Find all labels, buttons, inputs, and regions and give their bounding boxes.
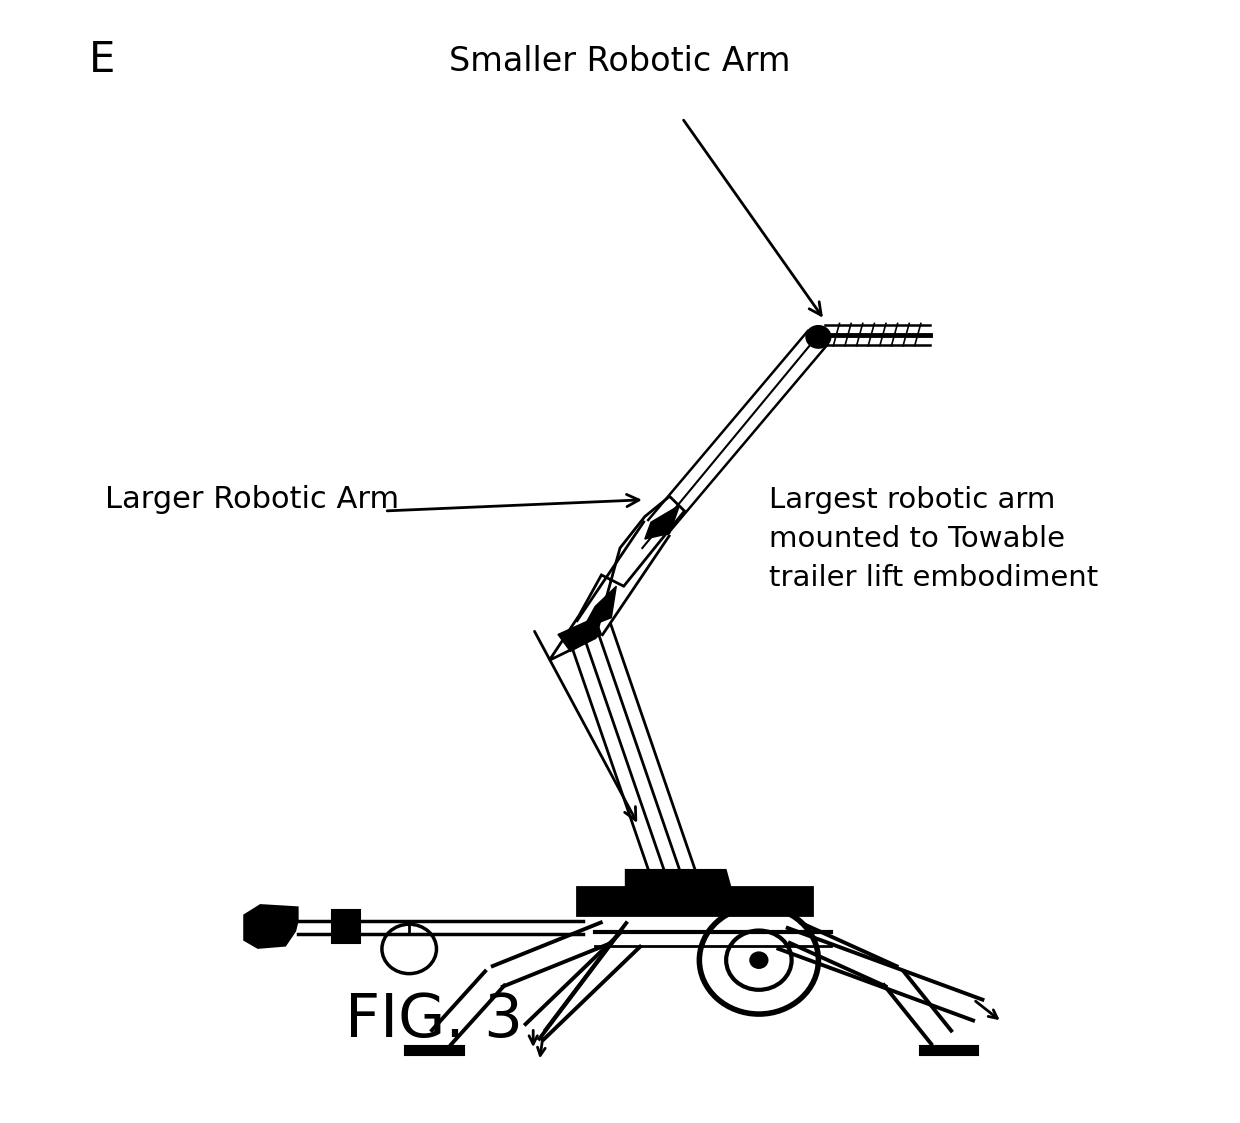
Text: FIG. 3: FIG. 3 [345,990,523,1050]
Text: E: E [89,39,115,81]
Polygon shape [332,910,360,943]
Circle shape [806,326,831,348]
Polygon shape [626,870,732,893]
Polygon shape [558,618,601,651]
Polygon shape [244,905,298,948]
Text: Smaller Robotic Arm: Smaller Robotic Arm [449,45,791,77]
Polygon shape [549,496,684,660]
Polygon shape [583,586,616,629]
Polygon shape [577,887,812,915]
Text: Larger Robotic Arm: Larger Robotic Arm [105,485,399,514]
Circle shape [750,952,768,968]
Text: Largest robotic arm
mounted to Towable
trailer lift embodiment: Largest robotic arm mounted to Towable t… [769,486,1099,592]
Polygon shape [645,505,680,539]
